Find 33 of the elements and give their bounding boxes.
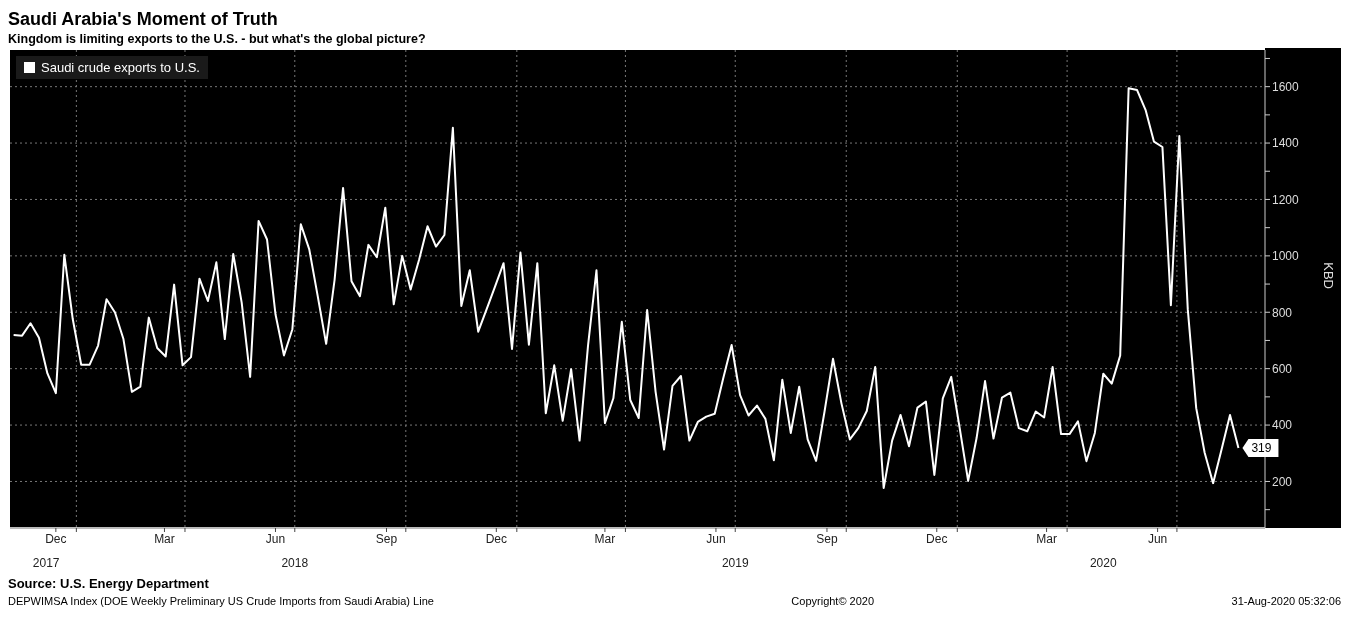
x2-tick-label: 2020 bbox=[1089, 555, 1117, 570]
line-series bbox=[12, 87, 1240, 489]
x-tick-label: Dec bbox=[926, 531, 948, 546]
y-tick-label: 400 bbox=[1272, 418, 1293, 433]
y-tick-label: 200 bbox=[1272, 474, 1293, 489]
y-tick-label: 1400 bbox=[1272, 136, 1300, 151]
y-tick-label: 1200 bbox=[1272, 192, 1300, 207]
text: 31-Aug-2020 05:32:06 bbox=[1231, 595, 1341, 607]
legend-label: Saudi crude exports to U.S. bbox=[41, 60, 200, 75]
x-tick-label: Jun bbox=[1147, 531, 1168, 546]
y-axis-title: KBD bbox=[1321, 262, 1337, 289]
x-tick-label: Dec bbox=[485, 531, 507, 546]
x-tick-label: Sep bbox=[375, 531, 398, 546]
x-tick-label: Mar bbox=[154, 531, 175, 546]
x2-tick-label: 2018 bbox=[281, 555, 309, 570]
source-note: Source: U.S. Energy Department bbox=[8, 576, 210, 591]
text: Copyright© 2020 bbox=[791, 595, 875, 607]
x-tick-label: Jun bbox=[265, 531, 286, 546]
chart-title: Saudi Arabia's Moment of Truth bbox=[8, 8, 279, 30]
x-tick-label: Jun bbox=[706, 531, 726, 546]
x-tick-label: Mar bbox=[594, 531, 616, 546]
chart-subtitle: Kingdom is limiting exports to the U.S. - but what's the global picture? bbox=[8, 31, 427, 48]
y-tick-label: 1600 bbox=[1272, 79, 1300, 94]
y-tick-label: 1000 bbox=[1272, 249, 1300, 264]
x-tick-label: Sep bbox=[816, 531, 838, 546]
text: DEPWIMSA Index (DOE Weekly Preliminary US Crude Imports from Saudi Arabia) Line bbox=[8, 595, 434, 607]
x2-tick-label: 2017 bbox=[32, 555, 60, 570]
x2-tick-label: 2019 bbox=[721, 555, 749, 570]
y-tick-label: 800 bbox=[1272, 305, 1293, 320]
y-tick-label: 600 bbox=[1272, 361, 1293, 376]
x-tick-label: Dec bbox=[45, 531, 67, 546]
data-label: 319 bbox=[1251, 440, 1272, 455]
x-tick-label: Mar bbox=[1036, 531, 1057, 546]
